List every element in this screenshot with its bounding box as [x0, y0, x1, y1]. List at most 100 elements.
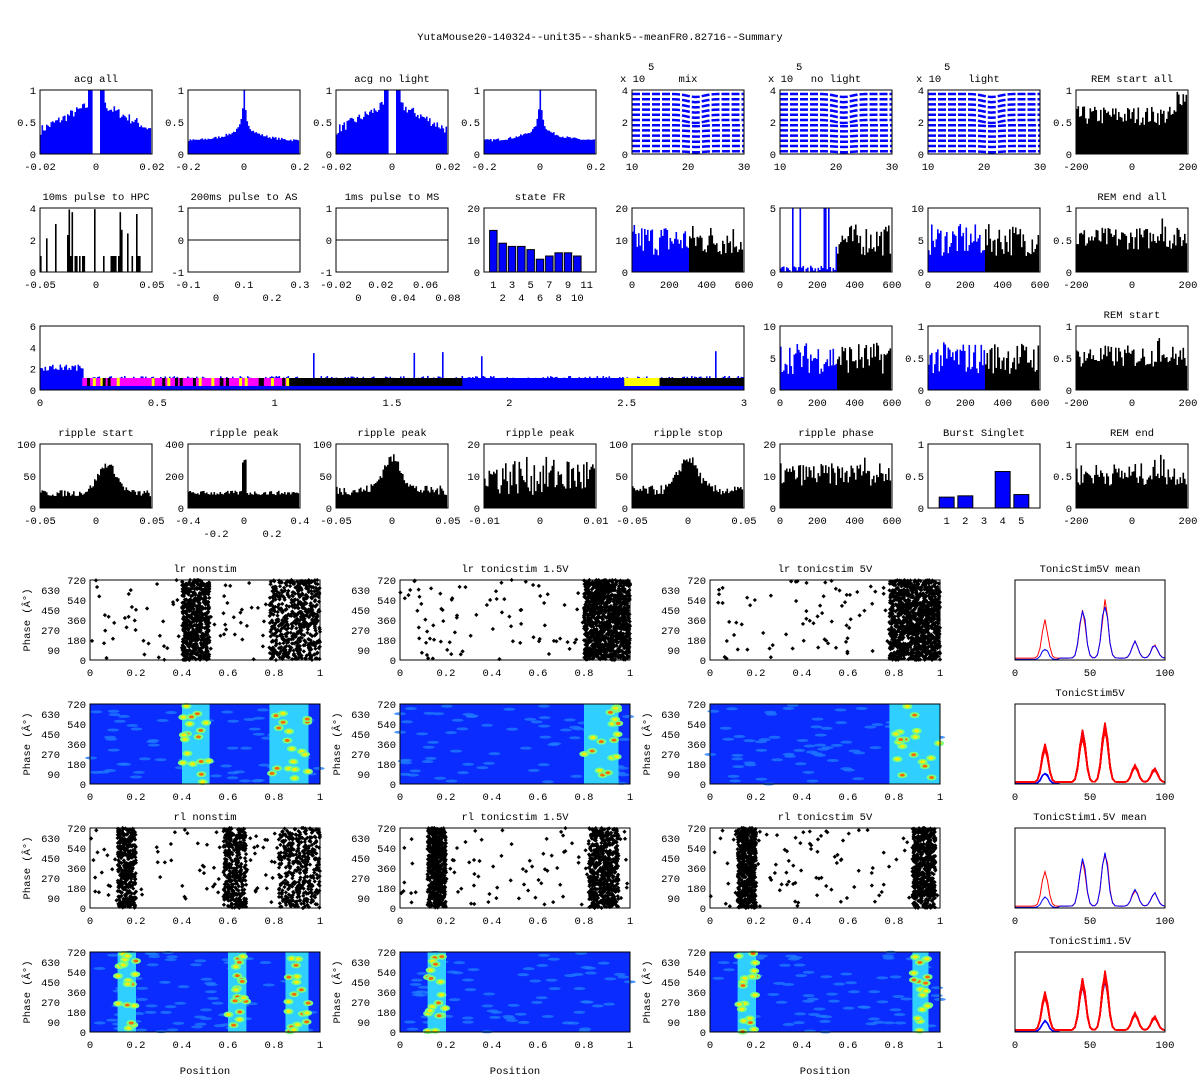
x-tick-label: 0 [389, 162, 395, 174]
bar [103, 90, 105, 154]
bar [653, 255, 655, 272]
x-tick-label: 0 [777, 398, 783, 410]
bar [785, 470, 787, 508]
y-tick-label: 50 [615, 472, 628, 484]
y-tick-label: 360 [67, 616, 86, 628]
bar [1026, 347, 1028, 390]
bar [356, 492, 358, 508]
spike-point [232, 615, 236, 619]
bar [722, 491, 724, 508]
bar [1087, 243, 1089, 272]
bar [1120, 117, 1122, 154]
bar [827, 359, 829, 390]
bar [804, 346, 806, 390]
bar [269, 492, 271, 508]
bar [1078, 482, 1080, 508]
bar [821, 369, 823, 390]
bar [48, 370, 50, 390]
bar [1090, 349, 1092, 390]
bar [797, 478, 799, 508]
bar [881, 232, 883, 272]
bar [396, 461, 398, 508]
x-tick-label: 200 [956, 280, 975, 292]
spike-point [127, 592, 131, 596]
bar [837, 359, 839, 390]
bar [662, 236, 664, 272]
bar [682, 248, 684, 272]
bar [81, 368, 83, 390]
epoch-segment [103, 378, 106, 386]
bar [490, 139, 492, 154]
bar [199, 495, 201, 508]
bar [698, 238, 700, 272]
bar [643, 486, 645, 508]
bar [1183, 94, 1185, 154]
spike-point [415, 609, 419, 613]
bar [278, 138, 280, 154]
bar [70, 370, 72, 390]
bar [694, 465, 696, 508]
bar [493, 472, 495, 508]
bar [686, 246, 688, 272]
bar [1011, 255, 1013, 272]
bar [1133, 471, 1135, 508]
bar [190, 139, 192, 154]
bar [508, 246, 515, 272]
bar [1159, 125, 1161, 154]
bar [1169, 477, 1171, 508]
bar [537, 119, 539, 154]
y-tick-label: 4 [918, 86, 924, 98]
bar [1026, 256, 1028, 272]
bar [580, 482, 582, 508]
bar [888, 351, 890, 390]
x-tick-label: 20 [830, 162, 843, 174]
bar [888, 225, 890, 272]
bar [1105, 346, 1107, 390]
bar [864, 348, 866, 390]
y-tick-label: -1 [319, 268, 332, 280]
x-tick-label: 3 [741, 398, 747, 410]
bar [209, 495, 211, 508]
bar [435, 127, 437, 154]
bar [127, 120, 129, 154]
bar [976, 368, 978, 390]
bar [275, 495, 277, 508]
bar [1032, 239, 1034, 272]
bar [362, 492, 364, 508]
bar [788, 472, 790, 508]
bar [807, 268, 809, 272]
bar [1163, 111, 1165, 154]
bar [580, 140, 582, 154]
y-tick-label: 90 [47, 646, 60, 658]
bar [806, 467, 808, 508]
bar [510, 472, 512, 508]
bar [278, 491, 280, 508]
spike-point [769, 594, 773, 598]
bar [432, 490, 434, 508]
bar [952, 352, 954, 390]
spike-point [438, 592, 442, 596]
y-tick-label: 6 [30, 322, 36, 334]
bar [538, 109, 540, 154]
spike-point [417, 595, 421, 599]
bar [951, 357, 953, 390]
bar [934, 247, 936, 272]
bar [939, 371, 941, 390]
panel-title: REM end [1110, 428, 1154, 440]
x-tick-label: 1 [627, 668, 633, 680]
figure-title: YutaMouse20-140324--unit35--shank5--mean… [417, 32, 782, 44]
bar [253, 495, 255, 508]
bar [446, 127, 448, 154]
bar [869, 248, 871, 272]
bar [1109, 115, 1111, 154]
bar [845, 473, 847, 508]
bar [801, 268, 803, 272]
bar [884, 481, 886, 508]
bar [511, 485, 513, 508]
bar [132, 121, 134, 154]
bar [215, 137, 217, 154]
bar [212, 139, 214, 154]
bar [115, 111, 117, 154]
